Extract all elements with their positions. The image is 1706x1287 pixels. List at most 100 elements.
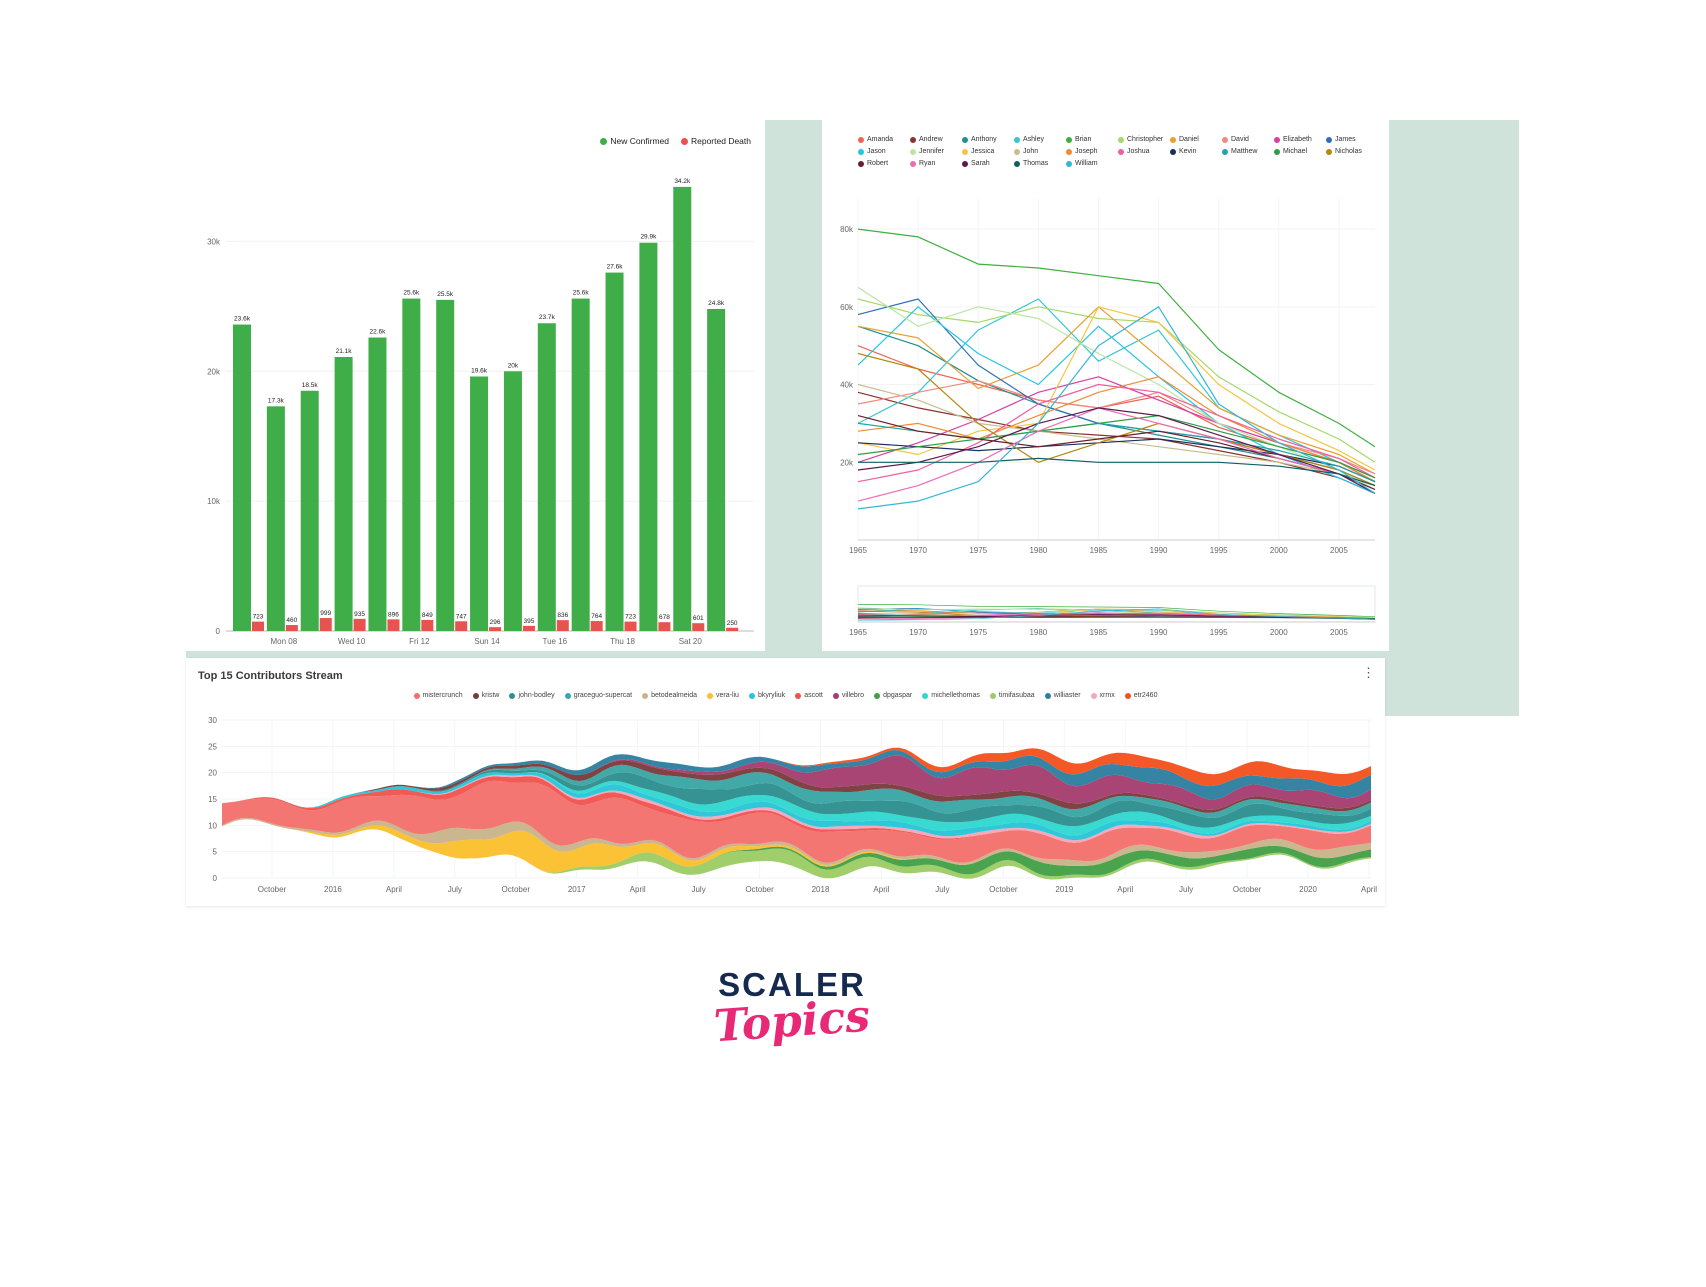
legend-item-joseph[interactable]: Joseph [1066,148,1116,155]
legend-item-amanda[interactable]: Amanda [858,136,908,143]
legend-label: James [1335,136,1356,143]
legend-item-matthew[interactable]: Matthew [1222,148,1272,155]
svg-text:1970: 1970 [909,546,927,555]
legend-label: Amanda [867,136,894,143]
legend-item-anthony[interactable]: Anthony [962,136,1012,143]
line-chart-card: Amanda Andrew Anthony Ashley Brian Christophe… [822,120,1389,651]
svg-text:22.6k: 22.6k [370,329,387,336]
legend-item-graceguo-supercat[interactable]: graceguo-supercat [564,692,632,699]
stream-chart-title: Top 15 Contributors Stream [198,670,343,682]
svg-text:25.6k: 25.6k [573,290,590,297]
legend-item-jason[interactable]: Jason [858,148,908,155]
legend-item-michellethomas[interactable]: michellethomas [922,692,980,699]
svg-text:Wed 10: Wed 10 [338,637,366,646]
svg-text:1980: 1980 [1029,546,1047,555]
legend-item-jessica[interactable]: Jessica [962,148,1012,155]
svg-text:April: April [386,885,402,894]
svg-text:836: 836 [557,612,568,619]
legend-item-etr2460[interactable]: etr2460 [1124,692,1158,699]
legend-item-new-confirmed[interactable]: New Confirmed [600,136,669,146]
legend-item-jennifer[interactable]: Jennifer [910,148,960,155]
legend-item-william[interactable]: William [1066,160,1116,167]
legend-item-michael[interactable]: Michael [1274,148,1324,155]
svg-text:18.5k: 18.5k [302,382,319,389]
legend-swatch-icon [1326,148,1332,155]
svg-text:20k: 20k [840,458,854,467]
legend-item-nicholas[interactable]: Nicholas [1326,148,1376,155]
legend-item-robert[interactable]: Robert [858,160,908,167]
svg-text:Mon 08: Mon 08 [271,637,298,646]
legend-item-ryan[interactable]: Ryan [910,160,960,167]
more-options-icon[interactable]: ⋮ [1362,665,1375,680]
legend-item-andrew[interactable]: Andrew [910,136,960,143]
legend-item-james[interactable]: James [1326,136,1376,143]
legend-swatch-icon [600,137,608,145]
svg-text:30k: 30k [207,237,221,246]
legend-label: Christopher [1127,136,1164,143]
legend-item-daniel[interactable]: Daniel [1170,136,1220,143]
svg-text:0: 0 [216,627,221,636]
legend-item-mistercrunch[interactable]: mistercrunch [413,692,463,699]
legend-item-john[interactable]: John [1014,148,1064,155]
svg-text:935: 935 [354,611,365,618]
legend-item-kevin[interactable]: Kevin [1170,148,1220,155]
legend-label: Jennifer [919,148,944,155]
legend-item-david[interactable]: David [1222,136,1272,143]
legend-item-vera-liu[interactable]: vera-liu [707,692,739,699]
legend-item-thomas[interactable]: Thomas [1014,160,1064,167]
legend-item-timifasubaa[interactable]: timifasubaa [989,692,1035,699]
svg-text:849: 849 [422,612,433,619]
svg-text:601: 601 [693,615,704,622]
legend-swatch-icon [509,692,516,699]
legend-item-ashley[interactable]: Ashley [1014,136,1064,143]
legend-item-bkyryliuk[interactable]: bkyryliuk [748,692,785,699]
legend-swatch-icon [858,160,864,167]
legend-label: etr2460 [1133,692,1158,699]
svg-text:1995: 1995 [1210,546,1228,555]
timeseries-brush-mini-chart[interactable]: 1965 1970 1975 1980 1985 1990 1995 2000 2005 [822,578,1389,651]
legend-label: vera-liu [716,692,739,699]
legend-label: Joshua [1127,148,1150,155]
svg-text:October: October [1233,885,1262,894]
svg-text:20k: 20k [207,367,221,376]
legend-item-reported-death[interactable]: Reported Death [680,136,751,146]
legend-item-williaster[interactable]: williaster [1044,692,1081,699]
legend-item-john-bodley[interactable]: john-bodley [509,692,555,699]
legend-label: john-bodley [518,692,555,699]
legend-item-kristw[interactable]: kristw [472,692,499,699]
legend-item-betodealmeida[interactable]: betodealmeida [642,692,697,699]
legend-item-christopher[interactable]: Christopher [1118,136,1168,143]
svg-text:1990: 1990 [1150,628,1168,637]
legend-item-elizabeth[interactable]: Elizabeth [1274,136,1324,143]
legend-label: Andrew [919,136,943,143]
svg-text:764: 764 [591,613,602,620]
svg-text:15: 15 [208,795,217,804]
legend-swatch-icon [1170,136,1176,143]
legend-item-sarah[interactable]: Sarah [962,160,1012,167]
legend-item-brian[interactable]: Brian [1066,136,1116,143]
legend-item-villebro[interactable]: villebro [832,692,864,699]
svg-text:Thu 18: Thu 18 [610,637,635,646]
svg-text:Sat 20: Sat 20 [679,637,703,646]
svg-text:July: July [691,885,705,894]
svg-text:10: 10 [208,821,217,830]
legend-item-dpgaspar[interactable]: dpgaspar [874,692,912,699]
legend-swatch-icon [1066,148,1072,155]
legend-item-ascott[interactable]: ascott [795,692,823,699]
legend-item-xrmx[interactable]: xrmx [1090,692,1115,699]
svg-text:23.7k: 23.7k [539,314,556,321]
legend-swatch-icon [832,692,839,699]
legend-swatch-icon [680,137,688,145]
svg-text:2005: 2005 [1330,546,1348,555]
svg-text:896: 896 [388,611,399,618]
svg-text:April: April [873,885,889,894]
svg-text:395: 395 [524,618,535,625]
legend-label: Daniel [1179,136,1199,143]
legend-swatch-icon [858,136,864,143]
legend-item-joshua[interactable]: Joshua [1118,148,1168,155]
legend-swatch-icon [1170,148,1176,155]
legend-swatch-icon [564,692,571,699]
legend-label: Joseph [1075,148,1098,155]
svg-text:80k: 80k [840,225,854,234]
legend-swatch-icon [748,692,755,699]
